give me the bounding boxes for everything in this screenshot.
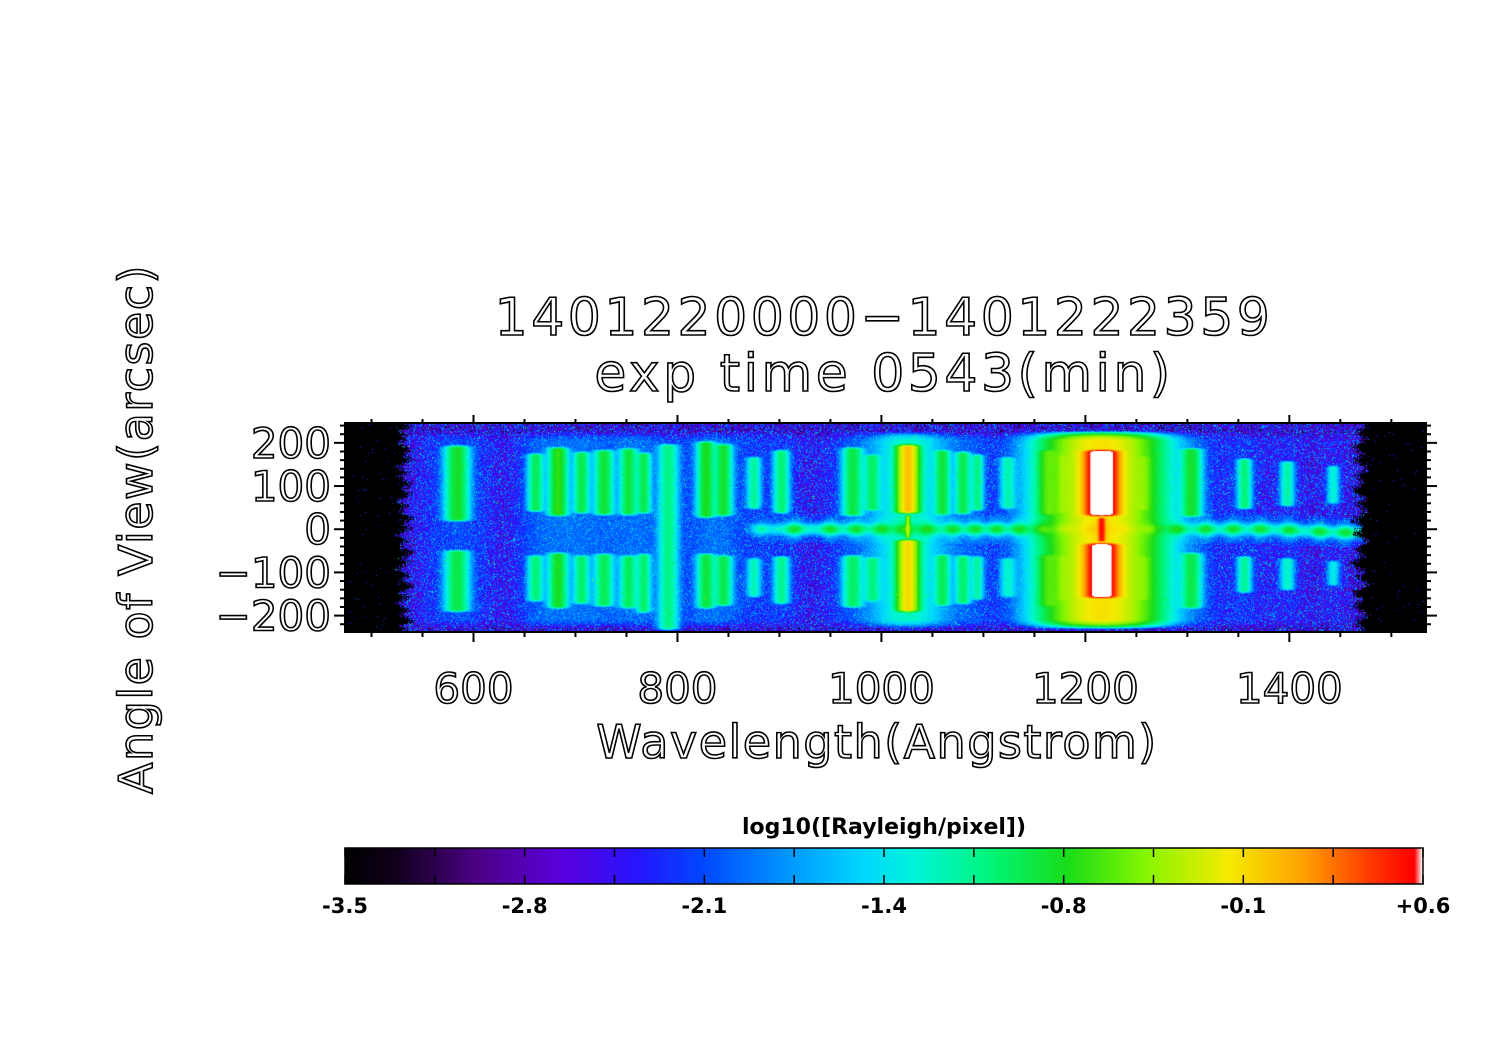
x-tick-label: 600 — [433, 664, 513, 713]
colorbar-tick-label: +0.6 — [1396, 894, 1451, 918]
colorbar-gradient — [345, 848, 1423, 884]
colorbar-tick-label: -2.8 — [502, 894, 548, 918]
colorbar-title: log10([Rayleigh/pixel]) — [742, 815, 1026, 840]
colorbar-labels: -3.5 -2.8 -2.1 -1.4 -0.8 -0.1 +0.6 — [322, 894, 1450, 918]
colorbar-tick-label: -3.5 — [322, 894, 368, 918]
y-tick-label: 100 — [251, 462, 331, 511]
colorbar-tick-label: -0.1 — [1220, 894, 1266, 918]
x-tick-label: 800 — [637, 664, 717, 713]
y-tick-label: −100 — [216, 548, 331, 597]
colorbar-tick-label: -0.8 — [1041, 894, 1087, 918]
colorbar-tick-label: -1.4 — [861, 894, 907, 918]
x-tick-label: 1200 — [1032, 664, 1139, 713]
x-tick-labels: 600 800 1000 1200 1400 — [433, 663, 1344, 714]
plot-title-line2: exp time 0543(min) — [594, 344, 1173, 404]
y-tick-label: 200 — [251, 419, 331, 468]
y-axis-title: Angle of View(arcsec) — [109, 264, 163, 794]
x-tick-label: 1400 — [1236, 664, 1343, 713]
spectrogram-image — [345, 423, 1426, 632]
plot-title-line1: 1401220000−1401222359 — [495, 288, 1274, 348]
y-tick-label: −200 — [216, 592, 331, 641]
x-tick-label: 1000 — [828, 664, 935, 713]
x-axis-title: Wavelength(Angstrom) — [596, 715, 1157, 769]
colorbar-tick-label: -2.1 — [681, 894, 727, 918]
y-tick-label: 0 — [304, 505, 331, 554]
